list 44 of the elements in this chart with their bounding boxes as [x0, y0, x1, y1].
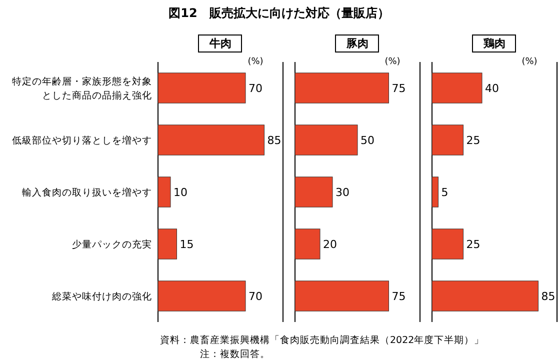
data-label: 40 — [485, 82, 499, 95]
data-label: 70 — [248, 82, 262, 95]
x-axis-title: (%) — [522, 57, 538, 67]
bar — [294, 176, 333, 208]
y-tick-label: 特定の年齢層・家族形態を対象とした商品の品揃え強化 — [12, 76, 152, 102]
data-label: 20 — [323, 238, 337, 251]
bar — [158, 72, 246, 104]
chart-title: 図12 販売拡大に向けた対応（量販店） — [168, 6, 390, 20]
bar — [158, 280, 246, 312]
x-axis-title: (%) — [384, 57, 400, 67]
data-label: 5 — [441, 186, 448, 199]
bar — [294, 72, 389, 104]
bar — [294, 124, 358, 156]
text: 資料：農畜産業振興機構「食肉販売動向調査結果（2022年度下半期）」 — [160, 334, 484, 346]
data-label: 85 — [541, 290, 556, 303]
text: 注：複数回答。 — [200, 348, 270, 360]
data-label: 70 — [248, 290, 262, 303]
chart-subtitle: 豚肉 — [346, 37, 368, 50]
bar — [294, 280, 389, 312]
data-label: 50 — [360, 134, 374, 147]
bar — [432, 72, 482, 104]
bar — [158, 176, 171, 208]
y-tick-label: 輸入食肉の取り扱いを増やす — [22, 186, 152, 198]
bar — [432, 176, 438, 208]
chart-subtitle: 牛肉 — [208, 37, 232, 50]
bar — [294, 228, 320, 260]
data-label: 25 — [466, 238, 480, 251]
chart-subtitle: 鶏肉 — [482, 37, 506, 50]
y-tick-label: 低級部位や切り落としを増やす — [12, 134, 152, 146]
bar — [158, 228, 177, 260]
data-label: 10 — [174, 186, 188, 199]
bar — [158, 124, 264, 156]
bar — [432, 228, 464, 260]
data-label: 75 — [392, 290, 406, 303]
bar — [432, 124, 464, 156]
y-tick-label: 少量パックの充実 — [72, 238, 152, 250]
data-label: 15 — [180, 238, 194, 251]
x-axis-title: (%) — [248, 57, 264, 67]
data-label: 30 — [336, 186, 350, 199]
bar — [432, 280, 538, 312]
data-label: 85 — [267, 134, 282, 147]
data-label: 25 — [466, 134, 480, 147]
data-label: 75 — [392, 82, 406, 95]
y-tick-label: 総菜や味付け肉の強化 — [51, 290, 152, 302]
